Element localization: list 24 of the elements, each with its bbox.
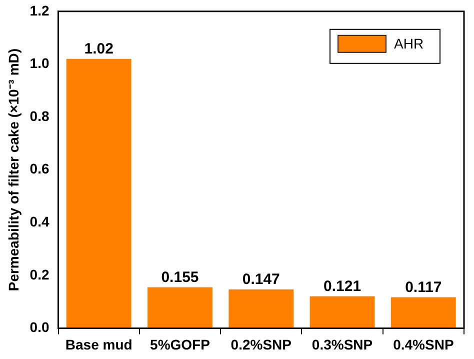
x-tick-label: Base mud (65, 336, 132, 352)
bar (228, 289, 294, 328)
y-tick-label: 0.4 (30, 213, 50, 230)
bar (66, 58, 132, 328)
y-tick-label: 1.2 (30, 2, 50, 18)
y-tick-label: 0.6 (30, 160, 50, 177)
y-axis-title: Permeability of filter cake (×10⁻³ mD) (5, 48, 22, 292)
text: 0.147 (242, 271, 280, 288)
x-tick-label: 0.3%SNP (312, 336, 373, 352)
y-tick-label: 0.8 (30, 108, 50, 124)
text: 0.121 (324, 278, 362, 295)
y-tick-label: 1.0 (30, 55, 50, 72)
bar (310, 296, 375, 328)
y-tick-label: 0.0 (30, 319, 50, 336)
bar (148, 287, 212, 328)
x-tick-label: 0.2%SNP (230, 336, 292, 352)
y-tick-label: 0.2 (30, 266, 50, 282)
text: 1.02 (84, 40, 114, 58)
x-tick-label: 0.4%SNP (393, 336, 454, 352)
text: 0.117 (405, 278, 442, 296)
text: 0.155 (161, 268, 199, 286)
bar (390, 297, 456, 328)
legend-label: AHR (394, 35, 424, 52)
x-tick-label: 5%GOFP (150, 336, 210, 352)
